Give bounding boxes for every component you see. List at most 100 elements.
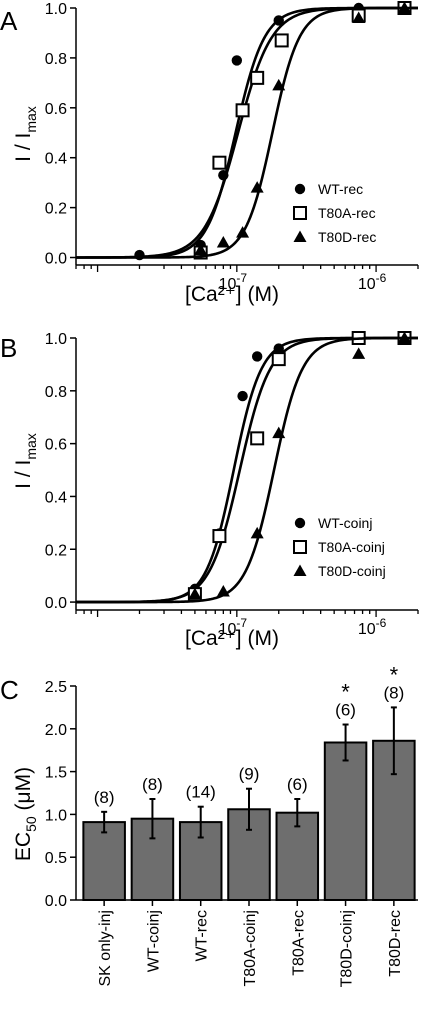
y-tick-label: 0.0 <box>45 251 67 268</box>
x-tick-exponent: -6 <box>376 271 387 285</box>
x-category-label: T80A-coinj <box>242 910 259 986</box>
data-point-circle <box>237 390 248 402</box>
x-category-label: T80A-rec <box>290 910 307 976</box>
data-point-square <box>235 103 250 118</box>
bar <box>82 821 126 901</box>
x-category-label: T80D-rec <box>387 910 404 977</box>
x-tick-base: 10 <box>358 276 376 293</box>
legend-label: WT-coinj <box>318 515 372 531</box>
x-category-label: WT-coinj <box>145 910 162 972</box>
panel-a-x-axis-title: [Ca²⁺] (M) <box>185 283 279 306</box>
legend-label: WT-rec <box>318 181 363 197</box>
panel-c-y-axis-title-main: EC <box>12 832 35 861</box>
legend-marker-triangle <box>293 230 307 242</box>
data-point-circle <box>273 15 284 26</box>
n-label: (8) <box>142 775 163 794</box>
x-tick-base: 10 <box>219 276 237 293</box>
panel-c: C EC50 (μM) 0.0 0.5 1.0 1.5 2.0 2.5 (8) SK only… <box>0 662 418 987</box>
n-label: (6) <box>335 701 356 720</box>
data-point-square <box>212 529 227 544</box>
legend-marker-square <box>293 206 307 220</box>
n-label: (6) <box>287 775 308 794</box>
legend-label: T80D-coinj <box>318 563 386 579</box>
data-point-triangle <box>216 236 230 248</box>
panel-c-y-axis-title-unit: (μM) <box>12 767 35 816</box>
x-tick-exponent: -6 <box>376 616 387 630</box>
panel-b-y-axis-title: I / Imax <box>12 433 39 489</box>
legend-marker-triangle <box>293 564 307 576</box>
y-tick-label: 0.4 <box>45 489 67 506</box>
y-tick-label: 0.6 <box>45 101 67 118</box>
x-tick-exponent: -7 <box>236 616 247 630</box>
legend-marker-circle <box>294 183 306 195</box>
data-point-triangle <box>194 243 208 256</box>
panel-b-plot-area: 0.00.20.40.60.81.010-710-610-5WT-coinjT8… <box>45 331 419 638</box>
svg-text:I / Imax: I / Imax <box>12 433 39 489</box>
svg-text:EC50 (μM): EC50 (μM) <box>12 767 39 861</box>
x-tick-label: 10-7 <box>219 271 248 293</box>
x-tick-label: 10-6 <box>358 271 387 293</box>
y-tick-label: 0.8 <box>45 384 67 401</box>
y-tick-label: 0.6 <box>45 437 67 454</box>
legend-marker-square <box>293 540 307 554</box>
panel-a-letter: A <box>0 6 18 36</box>
y-tick-label: 2.0 <box>45 722 67 739</box>
panel-a-y-axis-title-main: I / I <box>12 133 35 162</box>
y-tick-label: 1.5 <box>45 765 67 782</box>
x-tick-base: 10 <box>358 621 376 638</box>
x-tick-base: 10 <box>219 621 237 638</box>
panel-b: B I / Imax [Ca²⁺] (M) 0.0 0.2 0.4 0.6 0.8 1.0… <box>0 331 419 650</box>
fit-curve-triangle <box>76 336 418 604</box>
y-tick-label: 0.2 <box>45 542 67 559</box>
data-point-circle <box>231 55 243 66</box>
x-tick-label: 10-6 <box>358 616 387 638</box>
data-point-triangle <box>398 331 412 343</box>
significance-star: * <box>341 680 350 705</box>
y-tick-label: 0.5 <box>45 850 67 867</box>
panel-c-plot-area: 0.0 0.5 1.0 1.5 2.0 2.5 (8) SK only-inj (8) WT-co… <box>45 662 418 987</box>
panel-c-letter: C <box>0 675 19 705</box>
panel-a-plot-area: 0.00.20.40.60.81.010-710-610-5WT-recT80A… <box>45 1 419 293</box>
y-tick-label: 0.4 <box>45 151 67 168</box>
data-point-triangle <box>188 587 202 600</box>
x-category-label: WT-rec <box>194 910 211 962</box>
legend-marker-circle <box>294 517 306 529</box>
data-point-square <box>274 33 289 48</box>
panel-b-letter: B <box>0 333 17 363</box>
data-point-triangle <box>250 181 264 193</box>
legend-label: T80D-rec <box>318 229 376 245</box>
data-point-triangle <box>272 78 286 91</box>
y-tick-label: 1.0 <box>45 1 67 18</box>
n-label: (9) <box>239 765 260 784</box>
data-point-triangle <box>398 1 412 13</box>
legend-label: T80A-coinj <box>318 539 385 555</box>
fit-curve-triangle <box>76 6 419 259</box>
data-point-square <box>271 352 286 367</box>
bar <box>323 741 368 901</box>
y-tick-label: 0.2 <box>45 201 67 218</box>
n-label: (14) <box>186 783 216 802</box>
significance-star: * <box>390 662 399 687</box>
data-point-square <box>250 70 265 85</box>
n-label: (8) <box>94 788 115 807</box>
n-label: (8) <box>383 683 404 702</box>
svg-text:I / Imax: I / Imax <box>12 106 39 162</box>
panel-b-y-axis-title-main: I / I <box>12 460 35 489</box>
y-tick-label: 0.0 <box>45 893 67 910</box>
panel-c-y-axis-title-sub: 50 <box>23 816 39 832</box>
data-point-triangle <box>352 11 366 23</box>
panel-a-y-axis-title-sub: max <box>23 106 39 132</box>
data-point-triangle <box>216 585 230 597</box>
data-point-triangle <box>352 347 366 359</box>
panel-b-y-axis-title-sub: max <box>23 433 39 459</box>
panel-a-y-axis-title: I / Imax <box>12 106 39 162</box>
panel-a: A I / Imax [Ca²⁺] (M) 0.0 0.2 0.4 0.6 0.8 1.0… <box>0 1 419 306</box>
data-point-triangle <box>272 426 286 439</box>
data-point-circle <box>251 351 263 362</box>
y-tick-label: 0.8 <box>45 51 67 68</box>
y-tick-label: 2.5 <box>45 679 67 696</box>
data-point-circle <box>273 343 284 354</box>
y-tick-label: 1.0 <box>45 807 67 824</box>
panel-b-x-axis-title: [Ca²⁺] (M) <box>185 627 279 650</box>
